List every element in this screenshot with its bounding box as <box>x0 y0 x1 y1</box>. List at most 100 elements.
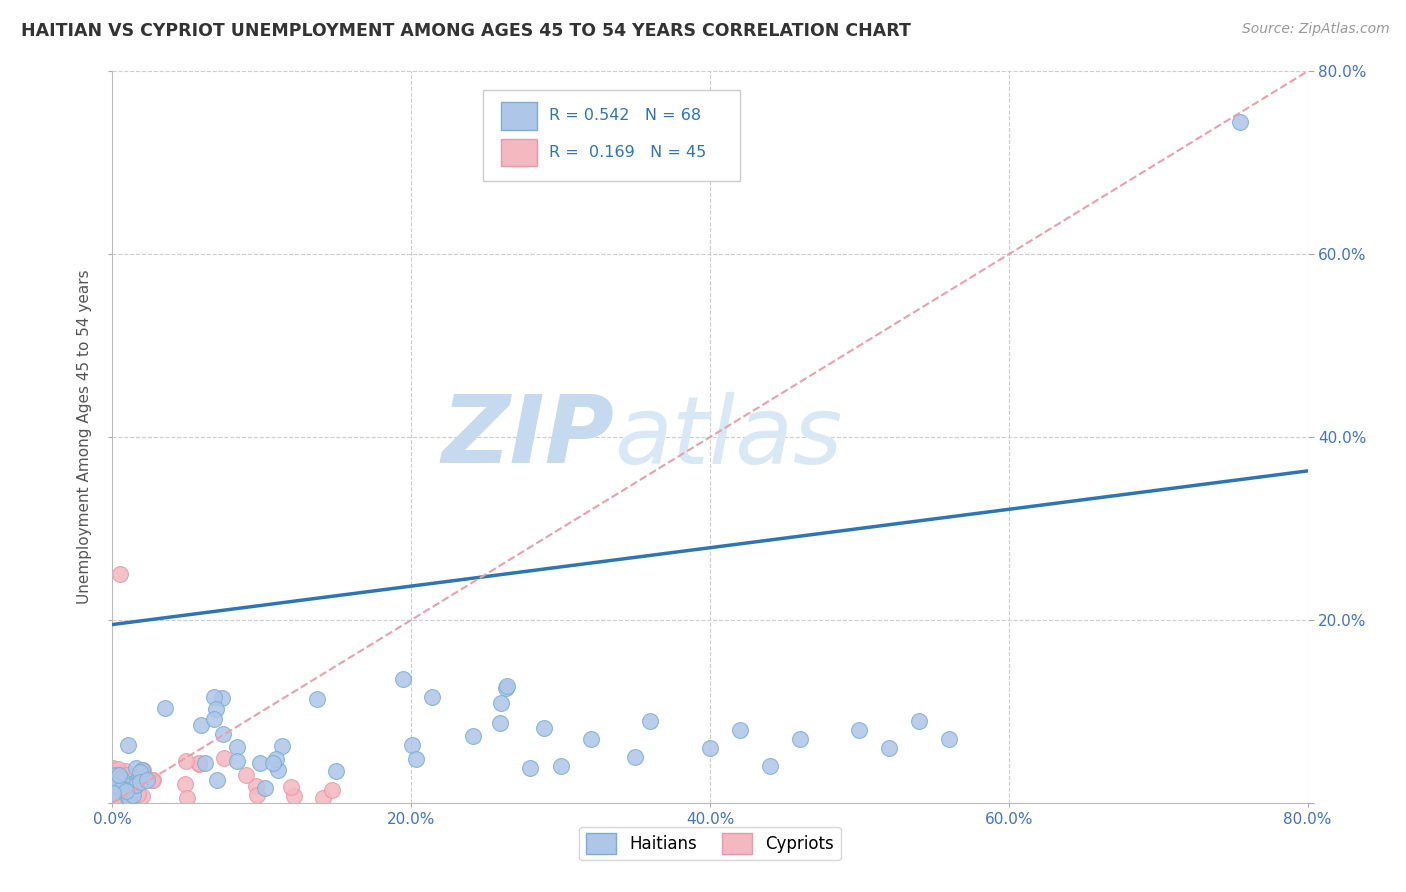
Point <box>212 751 235 765</box>
Point <box>759 759 782 773</box>
Point <box>312 791 335 805</box>
Point <box>124 779 146 793</box>
Bar <box>501 138 537 167</box>
Point <box>112 782 135 797</box>
Point <box>699 740 721 755</box>
Point <box>108 767 131 781</box>
Point <box>533 722 555 736</box>
Point <box>321 783 343 797</box>
Point <box>132 764 155 778</box>
Point <box>112 793 135 807</box>
Text: Source: ZipAtlas.com: Source: ZipAtlas.com <box>1241 22 1389 37</box>
Point <box>245 779 267 793</box>
Point <box>489 696 512 710</box>
Point <box>325 764 347 778</box>
Text: R = 0.542   N = 68: R = 0.542 N = 68 <box>548 109 700 123</box>
Point <box>108 567 131 582</box>
Point <box>104 773 127 788</box>
Point <box>624 750 647 764</box>
Point <box>173 777 195 791</box>
Point <box>141 772 163 787</box>
Point <box>103 787 125 801</box>
Point <box>225 740 247 755</box>
Point <box>420 690 443 704</box>
Point <box>115 787 138 801</box>
Point <box>253 781 276 796</box>
Text: HAITIAN VS CYPRIOT UNEMPLOYMENT AMONG AGES 45 TO 54 YEARS CORRELATION CHART: HAITIAN VS CYPRIOT UNEMPLOYMENT AMONG AG… <box>21 22 911 40</box>
Point <box>401 738 423 752</box>
Point <box>848 723 870 737</box>
Point <box>105 770 128 784</box>
Point <box>908 714 931 728</box>
Point <box>271 739 294 753</box>
Point <box>131 789 153 804</box>
Point <box>131 763 153 777</box>
Point <box>190 718 212 732</box>
FancyBboxPatch shape <box>484 90 740 181</box>
Text: R =  0.169   N = 45: R = 0.169 N = 45 <box>548 145 706 160</box>
Point <box>495 681 517 695</box>
Point <box>105 772 128 787</box>
Point <box>246 789 269 803</box>
Point <box>519 761 541 775</box>
Point <box>205 773 228 788</box>
Point <box>202 690 225 704</box>
Point <box>235 768 257 782</box>
Point <box>1229 114 1251 128</box>
Point <box>211 690 233 705</box>
Point <box>129 775 152 789</box>
Point <box>110 782 132 797</box>
Point <box>463 729 485 743</box>
Point <box>104 768 127 782</box>
Point <box>117 738 139 752</box>
Point <box>112 778 135 792</box>
Point <box>938 731 960 746</box>
Point <box>640 714 662 728</box>
Point <box>262 756 284 771</box>
Point <box>115 796 138 810</box>
Point <box>107 762 129 776</box>
Point <box>212 727 235 741</box>
Point <box>115 768 138 782</box>
Point <box>110 772 132 786</box>
Point <box>108 766 131 780</box>
Point <box>103 778 125 792</box>
Point <box>187 756 209 770</box>
Point <box>122 776 145 790</box>
Point <box>264 752 287 766</box>
Y-axis label: Unemployment Among Ages 45 to 54 years: Unemployment Among Ages 45 to 54 years <box>77 269 93 605</box>
Point <box>117 791 139 805</box>
Point <box>789 731 811 746</box>
Point <box>128 765 150 780</box>
Point <box>142 773 165 788</box>
Point <box>226 754 249 768</box>
Point <box>135 772 157 787</box>
Point <box>305 691 328 706</box>
Point <box>117 777 139 791</box>
Legend: Haitians, Cypriots: Haitians, Cypriots <box>579 827 841 860</box>
Text: atlas: atlas <box>614 392 842 483</box>
Point <box>204 702 226 716</box>
Point <box>103 786 125 800</box>
Point <box>101 793 124 807</box>
Point <box>174 754 197 768</box>
Point <box>496 679 519 693</box>
Point <box>111 786 134 800</box>
Point <box>550 759 572 773</box>
Point <box>114 764 136 778</box>
Point <box>153 701 176 715</box>
Point <box>280 780 302 794</box>
Point <box>267 763 290 777</box>
Point <box>176 791 198 805</box>
Point <box>117 779 139 793</box>
Point <box>392 673 415 687</box>
Point <box>104 781 127 796</box>
Point <box>405 752 427 766</box>
Point <box>879 740 901 755</box>
Point <box>188 757 211 772</box>
Point <box>121 789 143 803</box>
Point <box>579 731 602 746</box>
Point <box>115 784 138 798</box>
Point <box>125 761 148 775</box>
Point <box>249 756 271 770</box>
